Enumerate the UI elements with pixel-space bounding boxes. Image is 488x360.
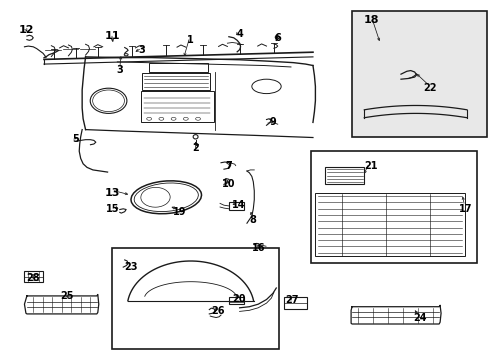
Bar <box>24 271 43 282</box>
Text: 1: 1 <box>187 35 194 45</box>
Bar <box>228 202 244 210</box>
Text: 14: 14 <box>231 200 245 210</box>
Text: 10: 10 <box>222 179 235 189</box>
Text: 9: 9 <box>269 117 276 127</box>
Text: 8: 8 <box>249 215 256 225</box>
Bar <box>325 167 364 184</box>
Bar <box>351 11 486 137</box>
Text: 16: 16 <box>252 243 265 253</box>
Text: 5: 5 <box>72 134 79 144</box>
Bar <box>310 151 476 263</box>
Text: 17: 17 <box>458 204 472 214</box>
Text: 27: 27 <box>285 294 299 305</box>
Text: 7: 7 <box>225 161 232 171</box>
Bar <box>112 248 278 349</box>
Bar <box>228 297 244 304</box>
Text: 6: 6 <box>274 33 281 43</box>
Bar <box>149 63 207 72</box>
Text: 18: 18 <box>363 15 379 25</box>
Bar <box>283 297 306 309</box>
Text: 2: 2 <box>192 143 199 153</box>
Bar <box>141 91 214 122</box>
Bar <box>315 193 464 256</box>
Text: 11: 11 <box>104 31 120 41</box>
Text: 13: 13 <box>104 188 120 198</box>
Text: 19: 19 <box>173 207 186 217</box>
Text: 15: 15 <box>105 204 119 214</box>
Text: 4: 4 <box>236 29 243 39</box>
Text: 3: 3 <box>116 65 123 75</box>
Text: 26: 26 <box>210 306 224 316</box>
Bar <box>142 73 210 90</box>
Text: 24: 24 <box>412 312 426 323</box>
Text: 25: 25 <box>61 291 74 301</box>
Text: 28: 28 <box>26 273 40 283</box>
Text: 3: 3 <box>138 45 145 55</box>
Text: 21: 21 <box>363 161 377 171</box>
Text: 20: 20 <box>231 294 245 304</box>
Text: 22: 22 <box>423 83 436 93</box>
Text: 12: 12 <box>19 24 35 35</box>
Text: 23: 23 <box>124 262 138 272</box>
